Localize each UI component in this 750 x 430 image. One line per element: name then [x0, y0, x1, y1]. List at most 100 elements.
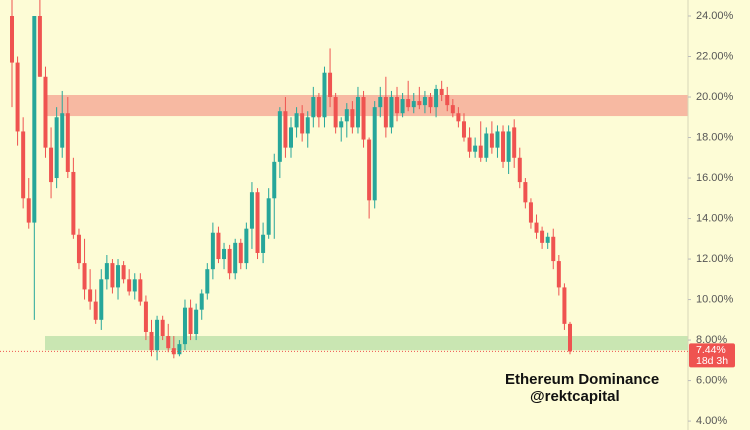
candle-body	[49, 147, 54, 183]
candle-body	[517, 157, 522, 183]
candle-body	[222, 248, 227, 260]
last-price-tag	[689, 343, 735, 368]
candle-body	[344, 109, 349, 122]
y-tick-label: 6.00%	[696, 374, 727, 386]
candle-body	[26, 198, 31, 223]
candle-body	[32, 16, 37, 223]
candle-body	[88, 289, 93, 302]
y-tick-label: 10.00%	[696, 293, 734, 305]
candle-body	[277, 111, 282, 162]
candle-body	[445, 94, 450, 106]
candle-body	[199, 293, 204, 310]
candle-body	[143, 301, 148, 332]
candle-body	[43, 76, 48, 148]
candle-body	[339, 121, 344, 128]
y-tick-label: 20.00%	[696, 91, 734, 103]
candle-body	[227, 248, 232, 274]
candle-body	[506, 131, 511, 162]
candle-body	[372, 107, 377, 201]
candle-body	[171, 348, 176, 355]
candle-body	[355, 97, 360, 128]
candle-body	[562, 287, 567, 324]
candle-body	[545, 236, 550, 243]
candle-body	[121, 265, 126, 280]
candle-body	[76, 234, 81, 264]
candle-body	[177, 344, 182, 355]
countdown-label: 18d 3h	[696, 355, 728, 367]
candle-body	[551, 236, 556, 262]
candle-body	[182, 307, 187, 345]
candle-body	[294, 113, 299, 128]
y-tick-label: 18.00%	[696, 131, 734, 143]
candle-body	[249, 192, 254, 229]
candle-body	[484, 133, 489, 158]
candle-body	[316, 97, 321, 118]
candle-body	[216, 232, 221, 260]
candle-body	[389, 97, 394, 128]
y-tick-label: 24.00%	[696, 10, 734, 22]
candle-body	[528, 202, 533, 223]
candle-body	[210, 232, 215, 270]
zone-band	[45, 94, 688, 117]
candle-body	[568, 323, 572, 352]
candle-body	[333, 97, 338, 128]
candle-body	[233, 242, 238, 274]
annotation-title: Ethereum Dominance	[505, 371, 659, 388]
candle-body	[10, 16, 14, 63]
candle-body	[300, 113, 305, 134]
candle-body	[272, 161, 277, 199]
candle-body	[21, 131, 26, 199]
candle-body	[456, 113, 461, 122]
candle-body	[406, 99, 411, 108]
candle-body	[489, 133, 494, 148]
candle-body	[461, 121, 466, 138]
candle-body	[60, 113, 65, 148]
candle-body	[501, 131, 506, 162]
candle-body	[473, 145, 478, 152]
candle-body	[255, 192, 260, 253]
candle-body	[104, 263, 109, 280]
candle-body	[523, 182, 528, 203]
candle-body	[400, 99, 405, 114]
y-tick-label: 22.00%	[696, 50, 734, 62]
candle-body	[132, 279, 137, 292]
annotation-author: @rektcapital	[530, 388, 620, 405]
candle-body	[155, 319, 160, 351]
candle-body	[311, 97, 316, 118]
y-tick-label: 14.00%	[696, 212, 734, 224]
candle-body	[188, 307, 193, 334]
candle-body	[116, 265, 121, 288]
candle-body	[71, 171, 76, 235]
candle-body	[110, 263, 115, 288]
candle-body	[65, 113, 70, 172]
candle-body	[305, 117, 310, 134]
candle-body	[367, 139, 372, 201]
candle-body	[127, 279, 132, 292]
candle-body	[238, 242, 243, 264]
candle-body	[283, 111, 288, 148]
candle-body	[149, 331, 154, 351]
candle-body	[350, 109, 355, 128]
candle-body	[450, 105, 455, 114]
candle-body	[244, 228, 249, 264]
candle-body	[328, 72, 333, 98]
candle-body	[160, 319, 165, 337]
candle-body	[395, 97, 400, 114]
y-tick-label: 4.00%	[696, 415, 727, 427]
candle-body	[467, 137, 472, 152]
candle-body	[478, 145, 483, 158]
candle-body	[495, 131, 500, 148]
candle-body	[37, 16, 42, 77]
candle-body	[261, 234, 266, 253]
candle-body	[99, 279, 104, 320]
last-price-label: 7.44%	[696, 344, 726, 356]
candle-body	[93, 301, 98, 320]
y-tick-label: 12.00%	[696, 253, 734, 265]
candle-body	[534, 222, 539, 233]
candle-body	[138, 279, 143, 302]
candle-body	[289, 127, 293, 148]
candle-body	[194, 309, 199, 334]
